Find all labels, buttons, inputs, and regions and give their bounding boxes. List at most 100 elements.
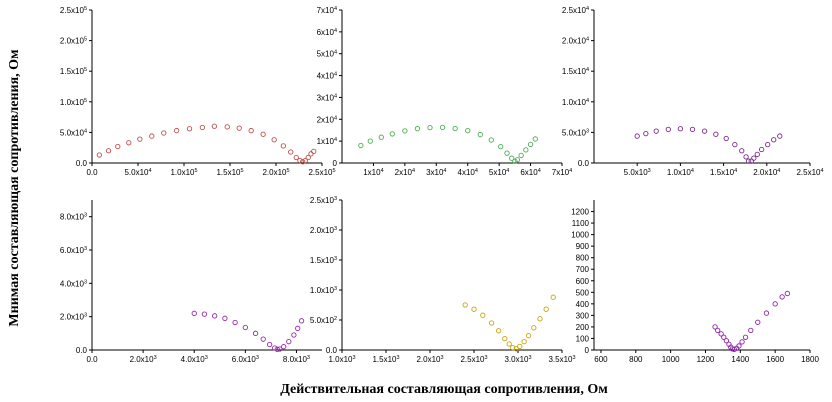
x-tick-label-exponent: 3	[572, 355, 575, 361]
x-tick-label-mantissa: 1.5x10	[372, 355, 397, 364]
data-point	[291, 332, 297, 338]
data-point	[748, 327, 754, 334]
data-point	[280, 143, 287, 149]
y-tick-label-mantissa: 2.0x10	[310, 226, 335, 235]
x-axis-label: Действительная составляющая сопротивлени…	[280, 382, 608, 397]
y-tick-label-mantissa: 2.0x10	[60, 37, 85, 46]
data-point	[713, 131, 719, 137]
data-point	[537, 316, 543, 322]
data-point	[295, 325, 301, 331]
x-tick-label: 7x104	[552, 168, 572, 177]
y-tick-label-mantissa: 1.5x10	[310, 256, 335, 265]
y-tick-label: 5x104	[317, 50, 337, 59]
x-tick-label-exponent: 3	[205, 355, 208, 361]
data-point	[105, 148, 112, 154]
y-tick-label-mantissa: 2.5x10	[60, 6, 85, 15]
y-tick-label-mantissa: 1000	[571, 231, 589, 240]
y-tick-label: 1200	[571, 208, 589, 217]
x-tick-label: 1.5x105	[216, 168, 243, 177]
data-point	[260, 336, 266, 342]
x-tick-label-mantissa: 2.0x10	[130, 355, 155, 364]
data-point	[525, 332, 532, 339]
y-tick-label-exponent: 4	[334, 93, 337, 99]
x-tick-label: 2.0x103	[130, 355, 157, 364]
y-tick-label-mantissa: 1x10	[317, 137, 335, 146]
x-tick-label: 2.0x105	[262, 168, 289, 177]
y-axis-label: Мнимая составляющая сопротивления, Ом	[7, 49, 22, 327]
y-tick-label-exponent: 3	[334, 286, 337, 292]
x-tick-label: 1.0x105	[170, 168, 197, 177]
data-point	[513, 346, 519, 352]
y-tick-label-mantissa: 6x10	[317, 28, 335, 37]
x-tick-label-mantissa: 1x10	[363, 168, 381, 177]
x-tick-label: 1.0x103	[328, 355, 355, 364]
data-point	[771, 137, 777, 143]
y-tick-label-mantissa: 5.0x10	[310, 316, 335, 325]
x-tick-label: 2x104	[395, 168, 415, 177]
data-point	[523, 147, 529, 153]
data-point	[137, 136, 143, 142]
data-point	[465, 128, 471, 134]
y-tick-label-exponent: 3	[586, 128, 589, 134]
x-tick-label-mantissa: 2.0x10	[262, 168, 287, 177]
x-tick-label: 6x104	[520, 168, 540, 177]
data-point	[643, 130, 649, 137]
x-tick-label-exponent: 4	[412, 168, 415, 174]
data-point	[531, 325, 537, 331]
y-tick-label-mantissa: 800	[576, 254, 590, 263]
data-point	[201, 311, 208, 317]
x-tick-label: 8.0x103	[283, 355, 310, 364]
x-tick-label: 3.5x103	[548, 355, 575, 364]
data-point	[222, 315, 228, 321]
y-tick-label: 1.5x105	[60, 67, 87, 76]
data-point	[488, 320, 495, 326]
y-tick-label: 1100	[572, 219, 590, 228]
x-tick-label: 1.5x103	[372, 355, 399, 364]
data-point	[462, 302, 468, 308]
data-point	[272, 345, 278, 351]
y-tick-label-mantissa: 500	[576, 288, 590, 297]
x-tick-label-mantissa: 1200	[697, 355, 715, 364]
data-point	[378, 134, 384, 140]
x-tick-label-exponent: 4	[569, 168, 572, 174]
data-point	[763, 310, 770, 316]
data-point	[271, 137, 277, 143]
data-point	[414, 126, 421, 132]
y-tick-label: 0.0	[578, 159, 590, 168]
y-tick-label: 300	[576, 311, 590, 320]
y-tick-label-mantissa: 2.5x10	[310, 196, 335, 205]
y-tick-label: 1.5x104	[562, 67, 589, 76]
y-tick-label-exponent: 5	[84, 37, 87, 43]
x-tick-label-mantissa: 2.5x10	[796, 168, 821, 177]
data-point	[721, 334, 727, 340]
y-tick-label: 4x104	[317, 72, 337, 81]
x-tick-label: 5.0x103	[624, 168, 651, 177]
y-tick-label-exponent: 4	[334, 72, 337, 78]
y-tick-label-exponent: 3	[84, 213, 87, 219]
x-tick-label: 1x104	[363, 168, 383, 177]
data-point	[634, 133, 640, 139]
data-point	[96, 152, 103, 158]
x-tick-label-mantissa: 6.0x10	[232, 355, 257, 364]
y-tick-label-mantissa: 4x10	[317, 72, 335, 81]
y-tick-label-mantissa: 4.0x10	[60, 279, 85, 288]
y-tick-label-mantissa: 0.0	[76, 346, 88, 355]
data-point	[550, 294, 556, 300]
y-tick-label: 0.0	[76, 159, 88, 168]
data-point	[212, 313, 218, 319]
x-tick-label: 0.0	[86, 168, 98, 177]
y-tick-label-mantissa: 1.5x10	[562, 67, 587, 76]
x-tick-label: 4x104	[458, 168, 478, 177]
y-tick-label: 0	[333, 159, 338, 168]
y-tick-label-mantissa: 5.0x10	[60, 128, 85, 137]
data-point	[402, 128, 408, 134]
x-tick-label-mantissa: 2.0x10	[416, 355, 441, 364]
y-tick-label-exponent: 3	[334, 226, 337, 232]
y-tick-label-exponent: 3	[334, 256, 337, 262]
x-tick-label-exponent: 4	[820, 168, 823, 174]
y-tick-label-mantissa: 8.0x10	[60, 213, 85, 222]
data-point	[298, 318, 305, 324]
data-point	[260, 131, 266, 137]
x-tick-label-mantissa: 600	[594, 355, 608, 364]
chart-panel-1: 0.0 5.0x10 4 1.0x105 1.5x105 2.0x105 2.5x10 5 0.…	[60, 6, 336, 177]
